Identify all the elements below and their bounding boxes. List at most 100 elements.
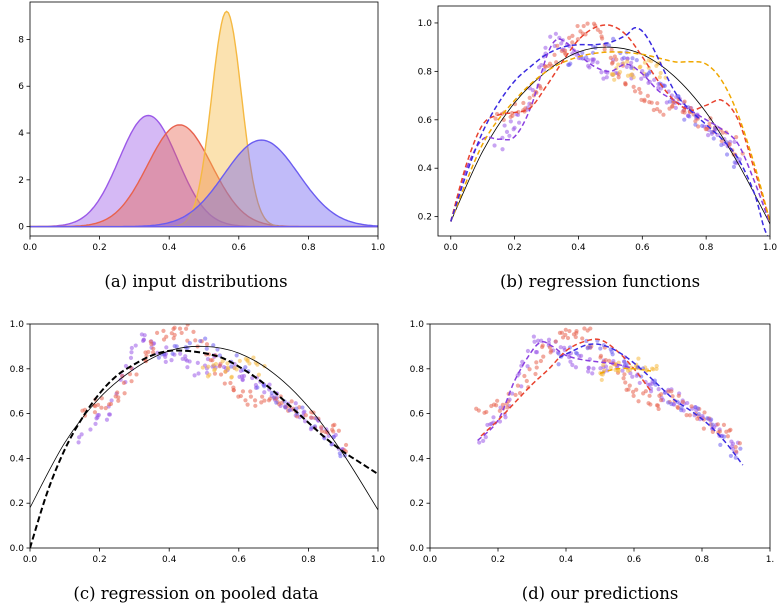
scatter-point [507,133,512,138]
scatter-point [248,389,253,394]
scatter-point [599,34,604,39]
scatter-point [222,381,227,386]
scatter-point [657,109,663,114]
scatter-point [192,373,197,378]
axes-frame [29,1,379,237]
y-tick-label: 0.6 [10,410,25,420]
scatter-point [492,143,497,148]
fit-line [450,51,770,222]
scatter-point [129,379,134,384]
scatter-point [485,422,490,428]
scatter-point [642,99,647,104]
scatter-point [247,361,252,366]
density-areas [30,10,378,228]
panel-d: 0.0 0.2 0.4 0.6 0.8 1. 0.0 0.2 0.4 0.6 0.8 1.0 (d) o… [410,320,775,603]
scatter-point [648,402,653,407]
scatter-point [734,135,739,140]
x-tick-label: 0.0 [23,243,38,253]
scatter-point [283,405,288,410]
scatter-point [187,359,192,364]
x-tick-label: 0.0 [444,243,459,253]
scatter-point [534,360,539,365]
scatter-point [128,355,134,360]
scatter-point [129,350,134,355]
y-tick-label: 6 [18,82,24,92]
scatter-point [204,342,210,347]
scatter-point [559,48,564,54]
scatter-point [319,425,324,430]
y-tick-label: 0.2 [418,213,432,223]
scatter-point [483,435,488,440]
scatter-point [240,389,246,394]
scatter-point [717,429,722,434]
scatter-point [591,366,596,371]
scatter-point [614,57,619,62]
scatter-point [211,343,216,348]
scatter-point [234,367,239,372]
scatter-point [659,392,664,397]
scatter-point [696,412,701,417]
scatter-point [177,326,183,331]
scatter-point [702,410,707,415]
scatter-point [525,364,530,369]
scatter-point [164,334,169,339]
scatter-point [330,423,336,428]
y-tick-label: 0.8 [10,365,25,375]
scatter-point [658,398,664,403]
scatter-point [510,391,515,396]
scatter-point [724,152,730,157]
scatter-point [654,403,660,408]
scatter-point [217,364,222,369]
scatter-point [533,371,538,377]
scatter-point [161,328,166,333]
y-tick-label: 0.0 [10,544,25,554]
regression-lines [30,345,378,548]
prediction-line [599,367,652,375]
scatter-point [536,65,542,70]
scatter-point [491,415,496,420]
scatter-point [250,375,255,381]
scatter-point [156,355,161,360]
scatter-point [520,359,525,364]
scatter-point [225,365,231,370]
scatter-point [193,338,198,343]
scatter-point [670,103,675,109]
y-tick-label: 0.2 [10,499,24,509]
y-tick-label: 4 [18,129,24,139]
scatter-point [505,405,510,410]
scatter-point [559,330,565,335]
x-tick-label: 0.4 [162,243,177,253]
scatter-point [622,364,627,369]
scatter-point [558,345,563,350]
scatter-point [654,63,659,68]
y-tick-label: 0.4 [410,454,425,464]
y-tick-label: 1.0 [418,19,433,29]
scatter-point [267,382,272,387]
scatter-point [620,368,625,373]
scatter-point [300,405,305,410]
scatter-point [523,106,528,111]
scatter-point [308,415,314,420]
scatter-point [116,398,121,403]
scatter-point [172,332,177,338]
scatter-point [637,86,642,92]
scatter-point [491,402,497,407]
x-tick-label: 0.2 [92,243,106,253]
panel-b: 0.0 0.2 0.4 0.6 0.8 1.0 0.2 0.4 0.6 0.8 1.0 (b) reg… [418,5,777,291]
scatter-point [718,442,723,447]
panel-caption: (b) regression functions [500,272,700,291]
scatter-point [515,383,521,388]
scatter-point [238,393,243,399]
scatter-point [538,86,543,91]
scatter-point [203,336,208,341]
x-tick-label: 0.0 [423,555,438,565]
scatter-point [685,400,690,406]
scatter-point [223,369,228,374]
scatter-point [211,363,216,368]
y-tick-label: 8 [18,35,24,45]
x-tick-label: 1. [766,555,775,565]
scatter-point [552,52,557,57]
x-tick-label: 0.2 [507,243,521,253]
scatter-point [707,121,712,126]
